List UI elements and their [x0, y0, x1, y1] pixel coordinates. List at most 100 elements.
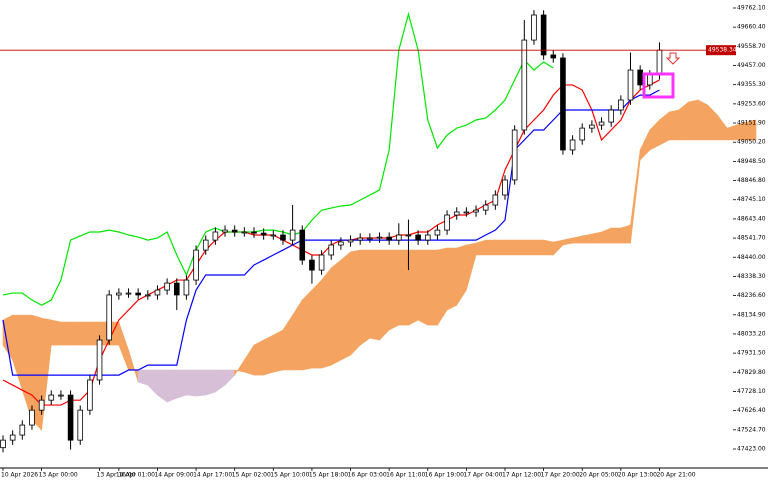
cloud-segment [311, 279, 322, 369]
cloud-segment [330, 259, 342, 366]
cloud-segment [186, 369, 197, 397]
x-tick-label: 17 Apr 04:00 [463, 472, 502, 479]
cloud-segment [388, 249, 400, 331]
x-tick-label: 13 Apr 16:00 [97, 472, 136, 479]
candle-body [396, 234, 402, 241]
candle-body [38, 399, 45, 411]
y-tick-label: 49151.90 [737, 120, 766, 127]
cloud-segment [50, 319, 62, 346]
candle-body [231, 229, 238, 233]
cloud-segment [253, 339, 264, 376]
candle-body [318, 254, 325, 271]
sell-arrow [665, 52, 681, 65]
candle-body [647, 74, 653, 86]
candle-body [357, 237, 363, 241]
x-tick-label: 20 Apr 21:00 [656, 472, 695, 479]
cloud-layer [2, 99, 757, 431]
candle-body [9, 434, 16, 441]
candle-body [473, 209, 479, 213]
cloud-segment [668, 109, 680, 141]
x-tick-label: 16 Apr 03:00 [348, 472, 387, 479]
cloud-segment [195, 369, 207, 397]
y-tick-label: 48745.10 [737, 196, 766, 203]
cloud-segment [263, 334, 274, 376]
candle-body [67, 394, 74, 441]
candle-body [260, 232, 267, 236]
candle-body [125, 292, 132, 295]
candle-body [193, 249, 199, 281]
candle-body [202, 239, 209, 251]
indicator-line [2, 89, 660, 376]
candle-body [511, 129, 518, 181]
y-tick-label: 49253.60 [737, 100, 766, 107]
y-tick-label: 47931.50 [737, 350, 766, 357]
candle-body [656, 49, 663, 76]
candle-body [77, 409, 84, 441]
candle-body [637, 69, 643, 86]
candle-body [482, 204, 489, 211]
candle-body [58, 394, 64, 397]
cloud-segment [321, 267, 332, 369]
candle-body [550, 54, 557, 59]
candle-body [589, 124, 595, 129]
candle-body [540, 14, 547, 56]
cloud-segment [688, 99, 699, 141]
cloud-segment [504, 239, 515, 256]
x-tick-label: 10 Apr 2026 [1, 472, 38, 479]
candle-body [386, 236, 392, 241]
price-layer: 49538.34 [0, 45, 737, 56]
candle-body [19, 424, 26, 436]
cloud-segment [359, 249, 371, 346]
cloud-segment [350, 249, 361, 356]
candle-body [87, 379, 93, 411]
candle-body [135, 292, 141, 296]
y-tick-label: 47829.80 [737, 369, 766, 376]
candle-body [309, 259, 315, 271]
y-tick-label: 49558.70 [737, 43, 766, 50]
cloud-segment [514, 239, 525, 256]
candle-body [579, 127, 586, 141]
candle-body [29, 409, 35, 426]
y-tick-label: 48643.40 [737, 215, 766, 222]
cloud-segment [446, 247, 458, 311]
candle-body [376, 236, 383, 239]
candle-body [270, 234, 277, 237]
candle-body [463, 211, 470, 214]
candle-body [280, 234, 286, 241]
y-tick-label: 49762.10 [737, 4, 766, 11]
candle-body [183, 279, 190, 296]
y-tick-label: 49660.40 [737, 24, 766, 31]
candle-body [251, 231, 257, 234]
x-tick-label: 14 Apr 09:00 [154, 472, 193, 479]
y-tick-label: 48440.00 [737, 254, 766, 261]
x-tick-label: 20 Apr 05:00 [579, 472, 618, 479]
x-tick-label: 17 Apr 12:00 [502, 472, 541, 479]
y-tick-label: 48541.70 [737, 235, 766, 242]
y-tick-label: 49050.20 [737, 139, 766, 146]
cloud-segment [533, 239, 544, 256]
candle-body [608, 109, 614, 123]
candle-body [145, 294, 151, 297]
cloud-segment [697, 99, 709, 141]
candle-body [367, 237, 373, 240]
cloud-segment [620, 224, 631, 244]
candle-body [618, 99, 624, 111]
candle-body [502, 179, 508, 196]
y-tick-label: 48948.50 [737, 158, 766, 165]
indicator-line [2, 11, 554, 306]
cloud-segment [543, 239, 554, 256]
cloud-segment [610, 227, 622, 244]
cloud-segment [369, 249, 380, 341]
candle-body [444, 214, 450, 231]
x-tick-label: 17 Apr 20:00 [541, 472, 580, 479]
y-tick-label: 47524.70 [737, 426, 766, 433]
y-tick-label: 48236.60 [737, 292, 766, 299]
cloud-segment [524, 239, 535, 256]
y-tick-label: 48846.80 [737, 177, 766, 184]
highlight-box [642, 72, 675, 99]
candle-body [424, 234, 431, 241]
candle-body [415, 234, 421, 241]
candle-body [116, 292, 122, 296]
x-tick-label: 15 Apr 02:00 [232, 472, 271, 479]
cloud-segment [581, 233, 593, 244]
